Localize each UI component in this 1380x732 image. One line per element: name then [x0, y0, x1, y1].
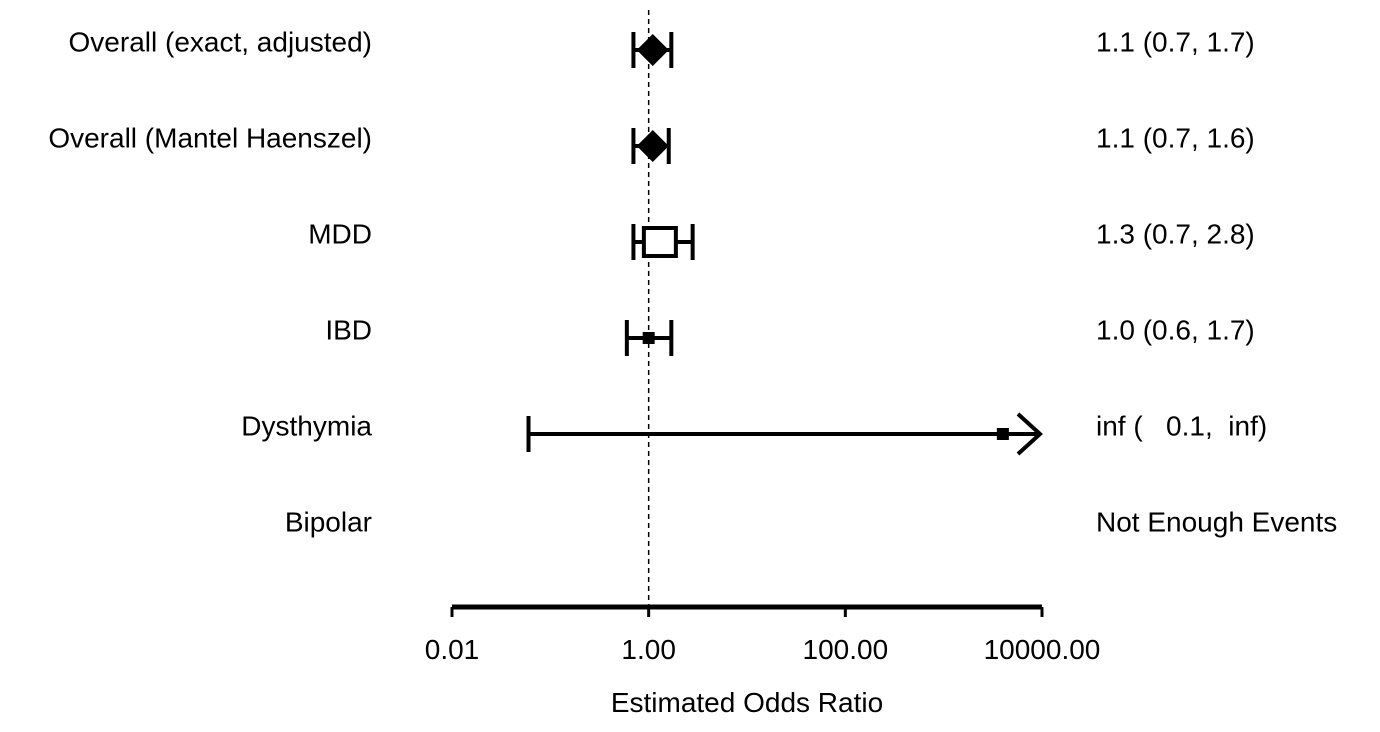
row-label-mdd: MDD	[308, 218, 372, 249]
row-label-dysthymia: Dysthymia	[241, 410, 372, 441]
x-axis-ticks: 0.01 1.00 100.00 10000.00	[425, 607, 1101, 665]
row-label-overall-exact-adjusted: Overall (exact, adjusted)	[69, 26, 372, 57]
ci-upper-arrow-dysthymia	[1016, 412, 1043, 456]
point-estimate-dysthymia	[996, 428, 1009, 440]
row-label-bipolar: Bipolar	[285, 506, 372, 537]
row-estimate-text-mdd: 1.3 (0.7, 2.8)	[1096, 218, 1255, 249]
x-tick-label: 100.00	[803, 634, 889, 665]
point-estimate-overall-exact-adjusted	[636, 34, 669, 66]
x-axis-label: Estimated Odds Ratio	[611, 687, 883, 718]
row-estimate-text-ibd: 1.0 (0.6, 1.7)	[1096, 314, 1255, 345]
point-estimate-mdd	[641, 226, 678, 258]
row-estimate-text-overall-mantel-haenszel: 1.1 (0.7, 1.6)	[1096, 122, 1255, 153]
x-tick-label: 1.00	[621, 634, 676, 665]
row-estimate-text-dysthymia: inf ( 0.1, inf)	[1096, 410, 1267, 441]
point-estimate-ibd	[642, 332, 655, 344]
point-estimate-overall-mantel-haenszel	[636, 130, 669, 162]
row-estimate-text-bipolar: Not Enough Events	[1096, 506, 1337, 537]
rows-layer: Overall (exact, adjusted) 1.1 (0.7, 1.7) O…	[48, 26, 1337, 537]
x-tick-label: 0.01	[425, 634, 480, 665]
row-estimate-text-overall-exact-adjusted: 1.1 (0.7, 1.7)	[1096, 26, 1255, 57]
row-label-ibd: IBD	[325, 314, 372, 345]
marks-layer	[526, 32, 1043, 456]
row-label-overall-mantel-haenszel: Overall (Mantel Haenszel)	[48, 122, 372, 153]
x-tick-label: 10000.00	[984, 634, 1101, 665]
